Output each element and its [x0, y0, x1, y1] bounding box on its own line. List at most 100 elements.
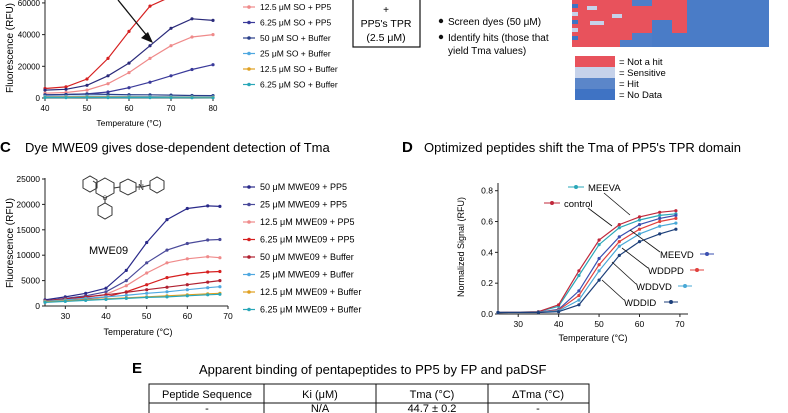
box-concentration: (2.5 μM) — [366, 32, 405, 44]
d-point-1-6 — [637, 215, 642, 219]
d-point-2-4 — [597, 256, 601, 261]
pointer-meevd — [629, 229, 661, 253]
a-legend-marker-2 — [247, 36, 251, 40]
c-legend-label-0: 50 μM MWE09 + PP5 — [260, 182, 347, 192]
c-legend-label-6: 12.5 μM MWE09 + Buffer — [260, 287, 361, 297]
a-series-0 — [43, 33, 215, 95]
c-line-7 — [44, 293, 220, 303]
c-point-0-6 — [165, 218, 169, 222]
marker-meeva — [574, 185, 578, 189]
a-point-0-2 — [85, 88, 89, 92]
c-point-5-7 — [185, 288, 189, 292]
panel-e-title: Apparent binding of pentapeptides to PP5… — [199, 362, 546, 377]
panel-c-title: Dye MWE09 gives dose-dependent detection… — [25, 140, 330, 155]
c-xtick-label-4: 70 — [223, 311, 233, 321]
cell-dtma: - — [536, 403, 540, 413]
structure-o: O — [103, 196, 108, 202]
d-point-1-4 — [597, 238, 601, 242]
c-point-4-4 — [124, 290, 128, 294]
panel-a: Fluorescence (RFU) 60000 40000 20000 0 40 50… — [5, 0, 338, 128]
d-point-0-3 — [577, 273, 581, 278]
a-legend-marker-3 — [247, 51, 251, 56]
c-point-0-2 — [84, 291, 88, 295]
marker-meevd — [705, 252, 709, 256]
marker-control — [550, 201, 554, 205]
panel-a-ylabel: Fluorescence (RFU) — [5, 3, 16, 93]
c-legend-marker-4 — [247, 255, 251, 259]
c-point-3-7 — [185, 272, 189, 276]
d-point-1-3 — [577, 269, 581, 273]
c-xtick-label-0: 30 — [61, 311, 71, 321]
a-ytick-label-0: 60000 — [18, 0, 41, 8]
c-point-0-3 — [104, 286, 108, 290]
legend-swatch-not-hit — [575, 56, 615, 67]
panel-d-letter: D — [402, 139, 413, 156]
d-point-3-7 — [658, 219, 662, 224]
d-point-3-4 — [597, 263, 601, 267]
binding-table — [148, 383, 590, 413]
a-extra-point-1-2 — [85, 83, 89, 87]
header-dtma: ΔTma (°C) — [512, 389, 564, 401]
a-ytick-label-3: 0 — [36, 94, 41, 103]
a-point-1-3 — [106, 90, 110, 94]
c-legend-marker-0 — [247, 185, 251, 189]
a-extra-point-1-8 — [211, 18, 215, 22]
protein-box — [352, 0, 421, 48]
box-plus: + — [383, 5, 389, 16]
a-xtick-label-3: 70 — [167, 104, 176, 113]
c-point-0-7 — [185, 206, 189, 211]
panel-e-letter: E — [132, 360, 142, 377]
c-legend-marker-1 — [247, 202, 251, 207]
label-meeva: MEEVA — [588, 183, 621, 194]
d-point-2-8 — [674, 213, 678, 217]
d-point-2-7 — [658, 216, 662, 220]
c-line-0 — [44, 205, 220, 301]
c-point-1-4 — [124, 279, 128, 283]
c-legend-label-3: 6.25 μM MWE09 + PP5 — [260, 235, 354, 245]
pointer-meeva — [603, 192, 631, 216]
c-point-0-8 — [206, 204, 210, 208]
a-ytick-label-2: 20000 — [18, 62, 41, 71]
d-point-4-3 — [577, 298, 581, 302]
c-line-4 — [44, 280, 220, 302]
panel-d-xlabel: Temperature (°C) — [558, 333, 627, 343]
d-point-3-8 — [674, 216, 678, 220]
a-extra-point-0-1 — [64, 85, 68, 89]
d-point-1-2 — [557, 303, 561, 307]
a-extra-point-1-0 — [43, 88, 47, 92]
legend-not-hit: = Not a hit — [619, 57, 663, 68]
c-point-4-7 — [185, 283, 189, 287]
c-legend-label-2: 12.5 μM MWE09 + PP5 — [260, 217, 354, 227]
a-point-5-6 — [169, 96, 173, 100]
d-xtick-label-1: 40 — [554, 319, 564, 329]
a-extra-point-0-4 — [127, 29, 131, 33]
a-extra-point-1-7 — [190, 17, 194, 21]
d-point-0-6 — [637, 218, 642, 222]
c-series-7 — [43, 292, 222, 304]
bullet-2b: yield Tma values) — [448, 46, 526, 57]
c-point-7-0 — [43, 300, 47, 304]
bullet-2a: Identify hits (those that — [448, 33, 549, 44]
c-legend-marker-2 — [247, 220, 251, 224]
panel-d-title: Optimized peptides shift the Tma of PP5'… — [424, 140, 741, 155]
d-point-1-7 — [658, 210, 662, 214]
d-point-2-3 — [577, 289, 581, 293]
a-xtick-label-4: 80 — [209, 104, 218, 113]
c-point-7-8 — [206, 293, 210, 297]
d-xtick-label-2: 50 — [594, 319, 604, 329]
d-point-4-6 — [637, 232, 642, 236]
a-legend-label-5: 6.25 μM SO + Buffer — [260, 80, 338, 90]
legend-swatch-no-data — [575, 89, 615, 100]
d-ytick-label-3: 0.2 — [481, 278, 493, 288]
a-point-5-0 — [43, 96, 47, 100]
legend-hit: = Hit — [619, 79, 639, 90]
panel-a-legend: 12.5 μM SO + PP5 6.25 μM SO + PP5 50 μM SO… — [243, 2, 338, 90]
a-line-1 — [44, 64, 214, 96]
c-line-5 — [44, 286, 220, 302]
a-point-5-5 — [148, 96, 152, 100]
c-point-3-9 — [218, 269, 222, 274]
c-point-7-9 — [218, 292, 222, 296]
header-ki: Ki (μM) — [302, 389, 338, 401]
a-extra-point-0-3 — [106, 56, 110, 61]
